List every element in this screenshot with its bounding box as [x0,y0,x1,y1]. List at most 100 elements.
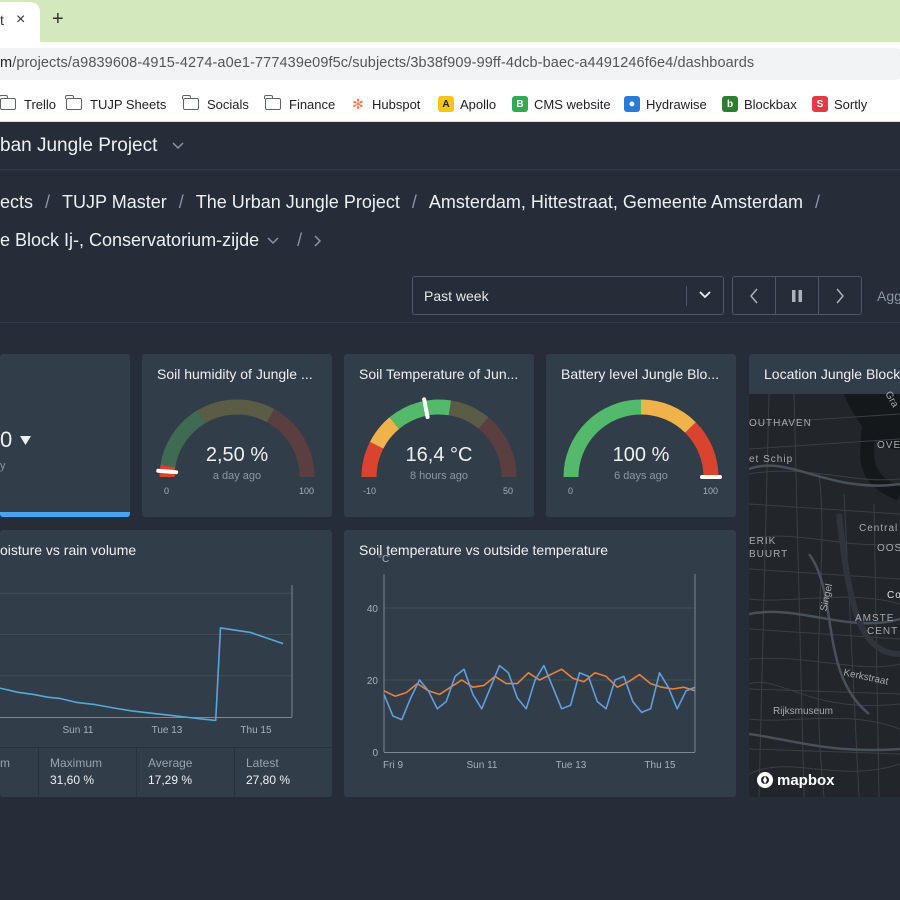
moisture-chart-panel[interactable]: oisture vs rain volume Sun 11 Tue 13 Thu 1… [0,530,332,797]
gauge-value: 2,50 % [205,444,269,466]
dashboard-app: ban Jungle Project ects / TUJP Master / The … [0,122,900,900]
stat-divider [234,748,235,797]
aggregation-label[interactable]: Agg [877,288,900,304]
kpi-panel[interactable]: 0 y [0,354,130,517]
cms-icon: B [512,96,528,112]
x-tick-label: Tue 13 [152,725,183,736]
breadcrumb-separator: / [45,192,51,212]
select-divider [686,286,687,306]
pause-button[interactable] [776,277,819,314]
bookmark-hubspot[interactable]: ✻ Hubspot [350,95,420,113]
gauge-segment [361,441,384,478]
stat-value: 27,80 % [246,773,291,787]
bookmark-cms-website[interactable]: B CMS website [512,95,611,113]
stat-average: Average 17,29 % [148,756,192,787]
temperature-chart-panel[interactable]: Soil temperature vs outside temperature … [344,530,736,797]
folder-icon [264,95,281,110]
map-label: OUTHAVEN [749,418,812,429]
bookmark-label: Hydrawise [646,96,707,112]
map-label: BUURT [749,549,789,560]
bookmark-finance[interactable]: Finance [264,95,335,113]
blockbax-icon: b [722,96,738,112]
gauge-timestamp: 8 hours ago [409,470,469,482]
temperature-line-chart[interactable]: 0 20 40 °C Fri 9 Sun 11 Tue 13 Thu 15 [344,530,736,797]
bookmark-label: TUJP Sheets [90,96,167,112]
x-tick-label: Fri 9 [383,760,403,771]
battery-level-gauge-panel[interactable]: Battery level Jungle Blo... 100 % 6 days… [546,354,736,517]
panel-title: Soil Temperature of Jun... [359,366,519,382]
bookmark-apollo[interactable]: A Apollo [438,95,496,113]
bookmark-sortly[interactable]: S Sortly [812,95,867,113]
breadcrumb-item[interactable]: TUJP Master [62,192,167,212]
gauge-min-label: 0 [568,486,574,496]
stat-value: 31,60 % [50,773,95,787]
panel-title: oisture vs rain volume [0,542,137,558]
stat-minimum: m [0,756,10,773]
map-header: Location Jungle Block [749,354,900,394]
gauge-segment [478,417,517,478]
chevron-right-icon[interactable] [314,234,322,247]
bookmark-socials[interactable]: Socials [182,95,249,113]
kpi-timestamp: y [0,460,6,472]
close-tab-icon[interactable]: × [16,11,26,28]
gauge-max-label: 100 [703,486,719,496]
y-tick-label: 40 [367,604,379,615]
mapbox-attribution: mapbox [777,771,835,789]
breadcrumb-item[interactable]: Amsterdam, Hittestraat, Gemeente Amsterd… [428,192,803,212]
time-range-select[interactable]: Past week [412,276,724,315]
moisture-line-chart[interactable]: Sun 11 Tue 13 Thu 15 [0,530,332,747]
pause-icon [792,289,802,302]
project-header: ban Jungle Project [0,122,900,170]
chevron-left-icon [750,288,758,303]
gauge-value: 16,4 °C [405,444,473,466]
stat-label: Latest [246,756,279,770]
stat-value: 17,29 % [148,773,193,787]
project-chevron-down-icon[interactable] [172,142,184,150]
folder-icon [182,95,199,110]
bookmark-blockbax[interactable]: b Blockbax [722,95,797,113]
hubspot-icon: ✻ [352,95,364,112]
gauge-max-label: 100 [299,486,315,496]
bookmark-trello[interactable]: Trello [0,95,56,113]
breadcrumb-separator: / [411,192,417,212]
panel-title: Battery level Jungle Blo... [561,366,719,382]
project-title[interactable]: ban Jungle Project [0,135,158,156]
bookmark-tujp-sheets[interactable]: TUJP Sheets [65,95,167,113]
url-path: /projects/a9839608-4915-4274-a0e1-777439… [12,55,755,71]
breadcrumb-subject[interactable]: e Block Ij-, Conservatorium-zijde [0,230,260,250]
gauge-segment [563,399,642,478]
gauge-chart [361,397,517,478]
stats-row: m Maximum 31,60 % Average 17,29 % Latest… [0,747,332,797]
y-axis-unit-label: °C [378,554,389,565]
soil-humidity-gauge-panel[interactable]: Soil humidity of Jungle ... 2,50 % a day… [142,354,332,517]
new-tab-button[interactable]: + [52,8,64,30]
x-tick-label: Sun 11 [63,725,94,736]
chart-group: 0 20 40 °C Fri 9 Sun 11 Tue 13 Thu 15 [367,554,696,771]
address-bar: m/projects/a9839608-4915-4274-a0e1-77743… [0,42,900,86]
bookmark-label: Apollo [460,96,497,112]
previous-period-button[interactable] [733,277,776,314]
bookmark-hydrawise[interactable]: ● Hydrawise [624,95,707,113]
stat-label: Maximum [50,756,103,770]
map-label: OVE [877,440,900,451]
map-label: Central [859,523,899,534]
breadcrumb-separator: / [297,230,303,250]
time-range-value: Past week [424,288,489,304]
gauge-min-label: 0 [164,486,170,496]
gauge-segment [160,410,206,468]
subject-chevron-down-icon[interactable] [267,236,279,245]
next-period-button[interactable] [819,277,861,314]
breadcrumb-item[interactable]: The Urban Jungle Project [195,192,400,212]
trend-down-icon [20,435,32,445]
soil-temperature-gauge-panel[interactable]: Soil Temperature of Jun... 16,4 °C 8 hou… [344,354,534,517]
url-field[interactable]: m/projects/a9839608-4915-4274-a0e1-77743… [0,48,900,80]
gauge-segment [266,409,315,478]
browser-tab[interactable]: t × [0,2,40,42]
panel-title: Soil humidity of Jungle ... [157,366,313,382]
kpi-progress-bar [0,512,130,517]
y-tick-label: 0 [372,748,378,759]
mapbox-logo[interactable]: mapbox [756,771,835,789]
breadcrumb-item[interactable]: ects [0,192,34,212]
stat-label: m [0,756,10,770]
location-map[interactable]: Location Jungle Block OUTHAVEN et Schip … [749,354,900,797]
